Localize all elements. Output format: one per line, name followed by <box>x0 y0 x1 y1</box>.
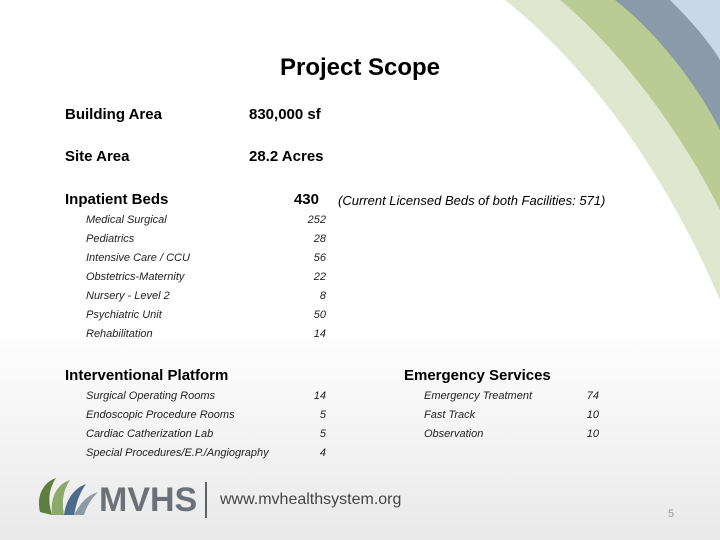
item-label: Pediatrics <box>86 233 135 245</box>
item-value: 252 <box>307 214 326 226</box>
item-value: 5 <box>319 428 326 440</box>
item-value: 10 <box>586 428 599 440</box>
item-value: 22 <box>313 271 326 283</box>
note: (Current Licensed Beds of both Facilitie… <box>338 193 606 208</box>
item-value: 14 <box>313 328 326 340</box>
url: www.mvhealthsystem.org <box>220 491 402 508</box>
summary-label: Site Area <box>65 148 130 165</box>
item-label: Observation <box>424 428 484 440</box>
item-label: Psychiatric Unit <box>86 309 162 321</box>
section-label: Interventional Platform <box>65 367 229 384</box>
item-value: 4 <box>319 447 326 459</box>
summary-label: Building Area <box>65 106 162 123</box>
item-value: 14 <box>313 390 326 402</box>
item-value: 5 <box>319 409 326 421</box>
item-label: Nursery - Level 2 <box>86 290 170 302</box>
title: Project Scope <box>279 54 441 81</box>
page-number: 5 <box>668 508 675 520</box>
section-label: Inpatient Beds <box>65 191 169 208</box>
item-label: Surgical Operating Rooms <box>86 390 216 402</box>
item-label: Fast Track <box>424 409 476 421</box>
item-label: Intensive Care / CCU <box>86 252 190 264</box>
item-label: Medical Surgical <box>86 214 167 226</box>
item-label: Rehabilitation <box>86 328 153 340</box>
section-label: Emergency Services <box>404 367 551 384</box>
item-value: 28 <box>313 233 326 245</box>
logo: MVHS <box>99 481 198 519</box>
summary-value: 830,000 sf <box>249 106 321 123</box>
item-value: 8 <box>319 290 326 302</box>
summary-value: 28.2 Acres <box>249 148 324 165</box>
item-label: Emergency Treatment <box>424 390 533 402</box>
item-label: Special Procedures/E.P./Angiography <box>86 447 269 459</box>
item-value: 74 <box>586 390 599 402</box>
item-value: 10 <box>586 409 599 421</box>
item-value: 56 <box>313 252 326 264</box>
item-label: Obstetrics-Maternity <box>86 271 185 283</box>
item-label: Endoscopic Procedure Rooms <box>86 409 235 421</box>
item-label: Cardiac Catherization Lab <box>86 428 214 440</box>
item-value: 50 <box>313 309 326 321</box>
section-total: 430 <box>293 191 319 208</box>
